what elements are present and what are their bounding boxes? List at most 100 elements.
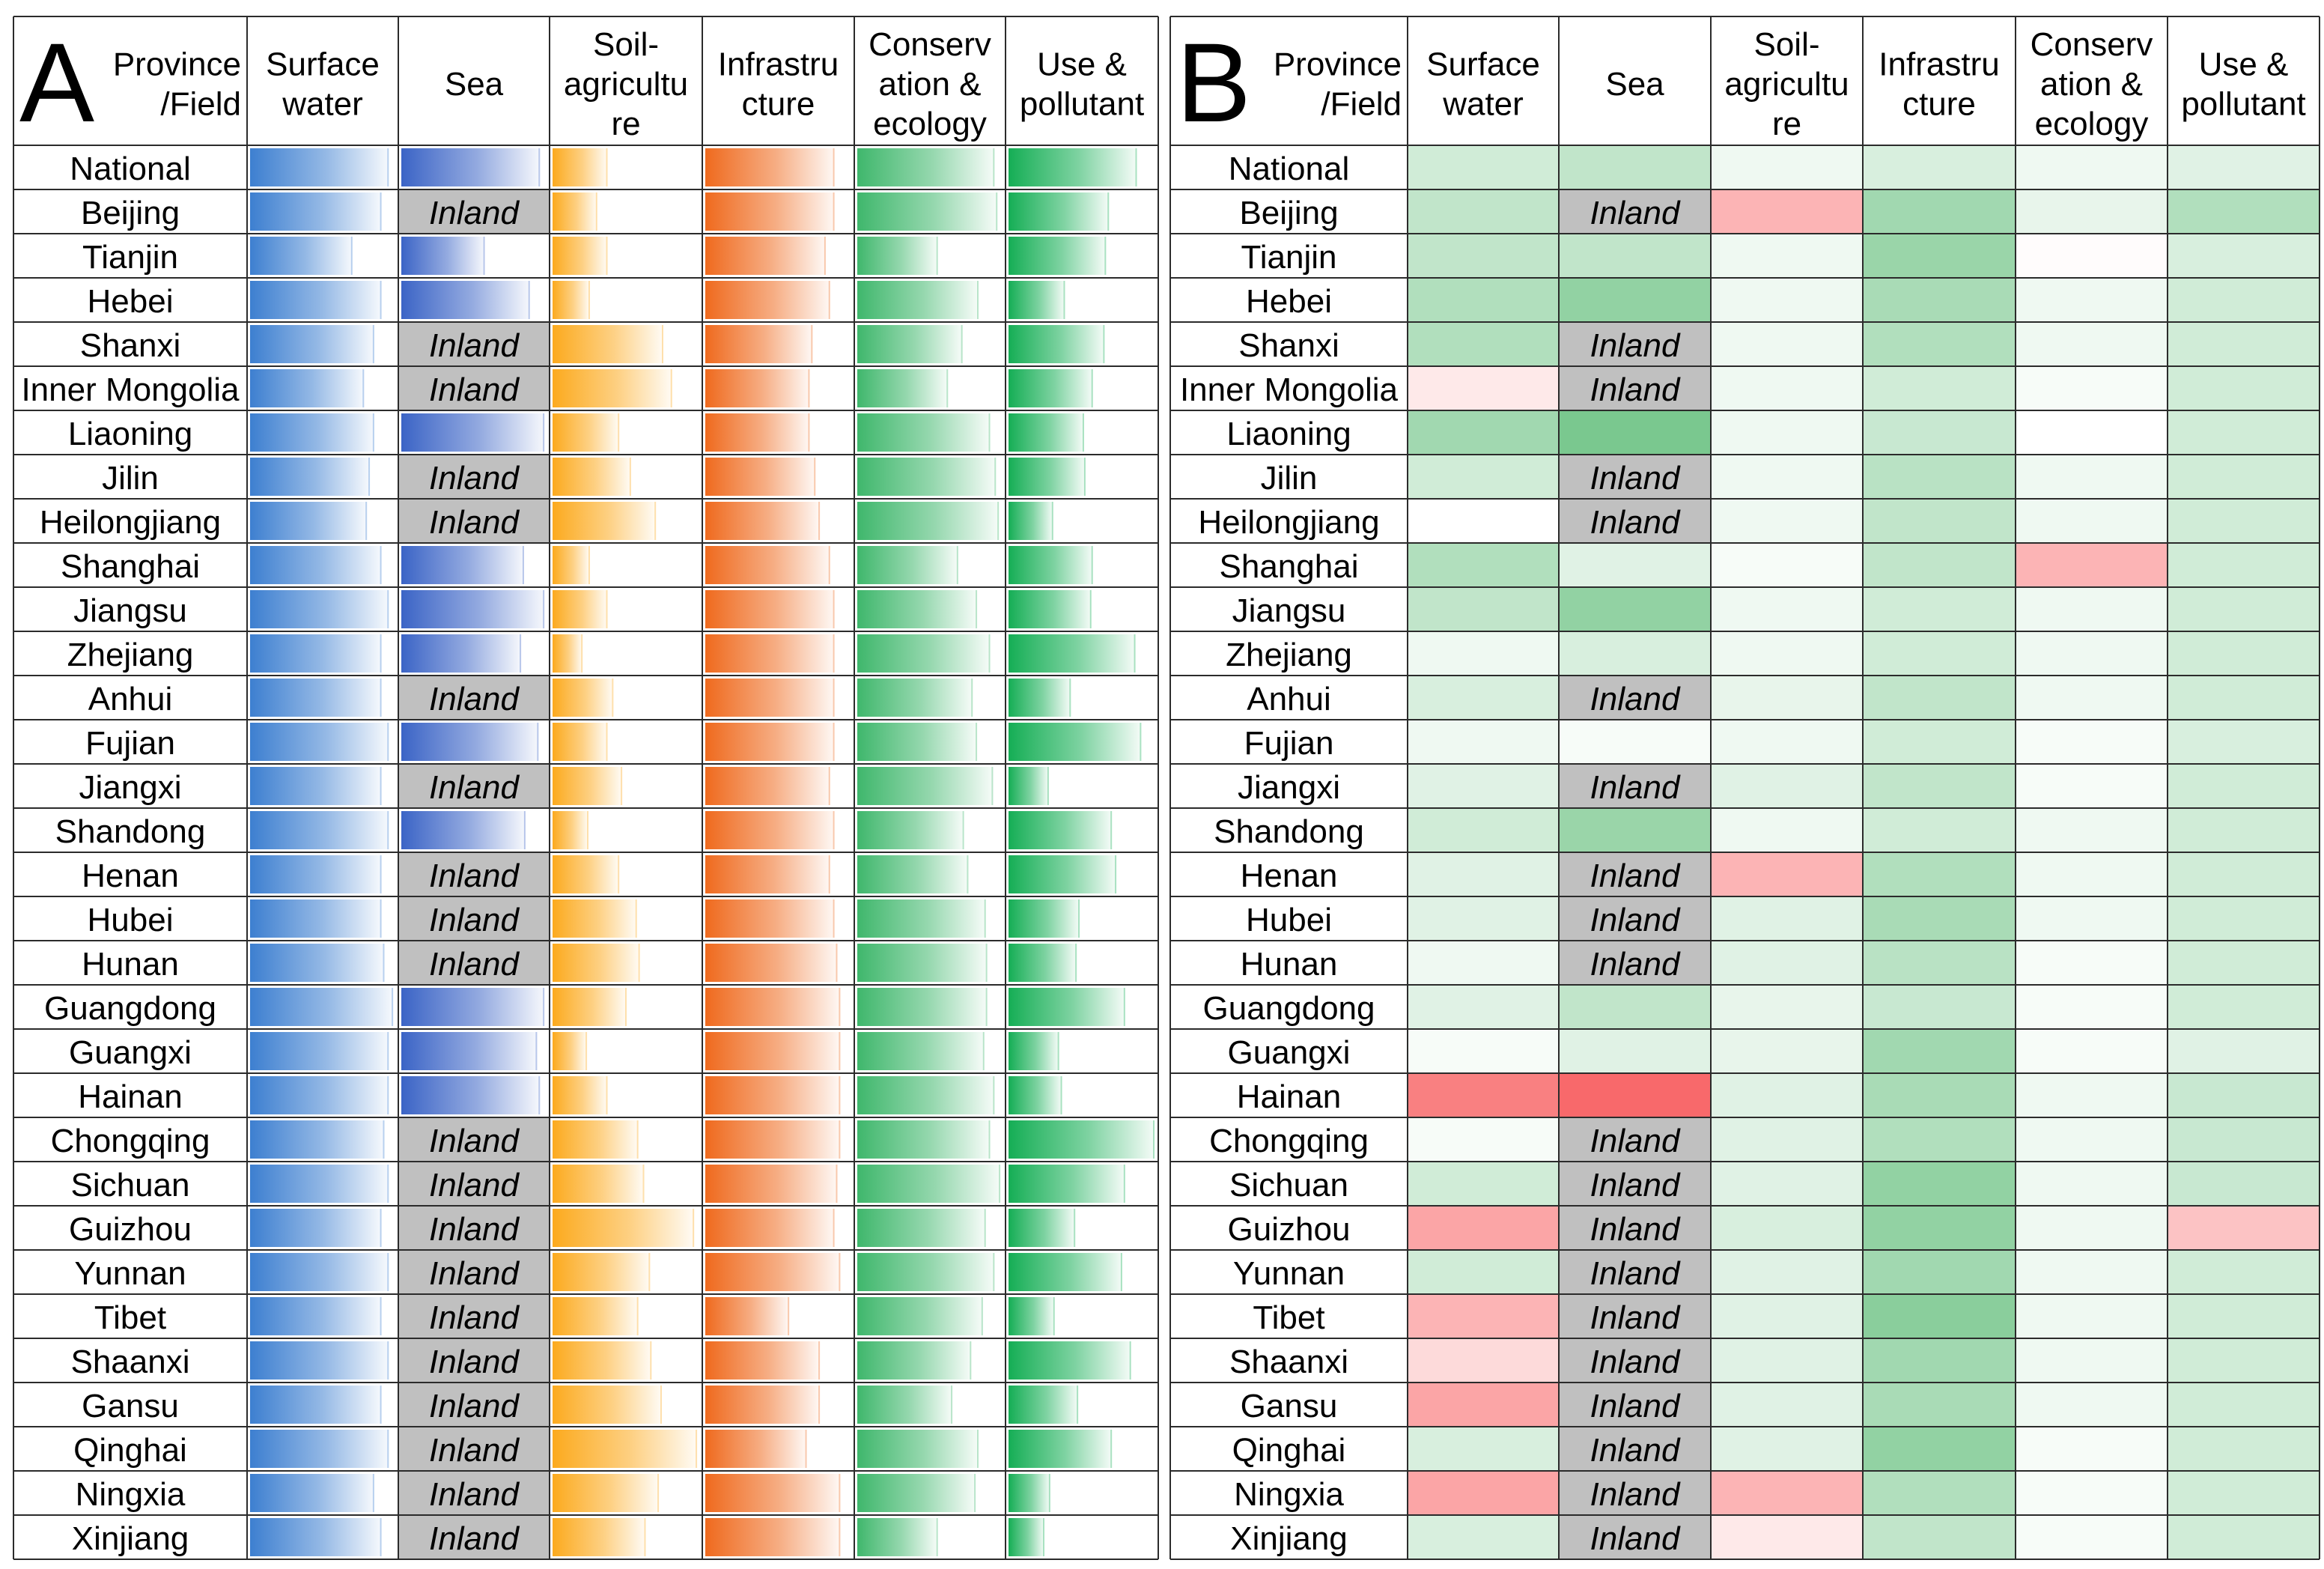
data-bar (857, 1120, 990, 1159)
heat-cell (1711, 1427, 1863, 1471)
inland-label: Inland (429, 1167, 520, 1204)
inland-cell (398, 499, 550, 543)
heat-cell (2168, 1206, 2320, 1250)
data-bar (1009, 944, 1077, 982)
data-bar (250, 899, 381, 938)
inland-label: Inland (429, 1520, 520, 1557)
heat-cell (2016, 499, 2168, 543)
row-label: Tibet (94, 1299, 166, 1336)
data-bar (401, 148, 540, 186)
data-bar (553, 546, 589, 584)
inland-label: Inland (429, 769, 520, 806)
data-bar (705, 855, 830, 893)
data-bar (553, 1032, 587, 1070)
inland-cell (1559, 1117, 1711, 1162)
data-bar (553, 723, 607, 761)
data-bar (553, 458, 630, 496)
data-bar (857, 944, 987, 982)
row-label: Heilongjiang (40, 504, 221, 541)
data-bar (1009, 590, 1091, 628)
heat-cell (1408, 499, 1559, 543)
data-bar (250, 1341, 389, 1380)
corner-header-line: Province (1274, 46, 1402, 82)
heat-cell (1408, 720, 1559, 764)
heat-cell (1711, 896, 1863, 941)
data-bar (401, 590, 544, 628)
inland-cell (398, 1206, 550, 1250)
heat-cell (1863, 852, 2016, 896)
column-header-line: agricultu (564, 66, 688, 103)
row-label: Zhejiang (67, 637, 194, 673)
heat-cell (1408, 543, 1559, 587)
data-bar (553, 1430, 697, 1468)
row-label: Guangdong (1203, 990, 1375, 1027)
heat-cell (1711, 1250, 1863, 1294)
data-bar (1009, 1032, 1059, 1070)
inland-label: Inland (1590, 902, 1681, 938)
row-label: Henan (1241, 858, 1338, 894)
inland-cell (398, 676, 550, 720)
row-label: Hainan (78, 1078, 182, 1115)
heat-cell (1408, 764, 1559, 808)
inland-cell (1559, 676, 1711, 720)
heat-cell (2016, 1029, 2168, 1073)
data-bar (250, 1076, 389, 1114)
row-label: Liaoning (1226, 416, 1351, 452)
inland-label: Inland (1590, 1123, 1681, 1159)
data-bar (250, 148, 389, 186)
column-header: Surface water (1426, 46, 1540, 122)
heat-cell (2168, 1117, 2320, 1162)
inland-cell (1559, 1427, 1711, 1471)
heat-cell (2016, 322, 2168, 366)
row-label: Shanxi (1238, 327, 1339, 364)
inland-cell (1559, 1250, 1711, 1294)
inland-cell (1559, 896, 1711, 941)
data-bar (553, 855, 619, 893)
row-label: Jiangsu (1232, 592, 1346, 629)
heat-cell (2016, 764, 2168, 808)
row-label: Shandong (55, 813, 206, 850)
heat-cell (1711, 985, 1863, 1029)
column-header-line: Surface (266, 46, 380, 82)
data-bar (250, 1430, 389, 1468)
inland-label: Inland (429, 902, 520, 938)
heat-cell (1408, 410, 1559, 455)
inland-cell (398, 322, 550, 366)
heat-cell (1408, 852, 1559, 896)
heat-cell (1711, 322, 1863, 366)
data-bar (1009, 325, 1104, 363)
heat-cell (1559, 145, 1711, 189)
heat-cell (2016, 189, 2168, 234)
data-bar (705, 1430, 806, 1468)
heat-cell (1559, 234, 1711, 278)
heat-cell (2016, 1117, 2168, 1162)
heat-cell (2168, 1338, 2320, 1383)
data-bar (857, 369, 948, 407)
heat-cell (1711, 234, 1863, 278)
inland-label: Inland (1590, 1344, 1681, 1380)
heat-cell (1863, 1515, 2016, 1559)
heat-cell (1863, 985, 2016, 1029)
data-bar (1009, 237, 1106, 275)
corner-header-line: /Field (1321, 85, 1402, 122)
inland-cell (1559, 1471, 1711, 1515)
heat-cell (2016, 896, 2168, 941)
heat-cell (2016, 808, 2168, 852)
row-label: Beijing (1239, 195, 1338, 231)
heat-cell (1711, 720, 1863, 764)
data-bar (705, 413, 809, 452)
data-bar (705, 1386, 820, 1424)
corner-header-line: Province (113, 46, 241, 82)
row-label: Jiangsu (73, 592, 187, 629)
data-bar (705, 988, 840, 1026)
data-bar (857, 899, 985, 938)
data-bar (857, 1518, 937, 1556)
inland-cell (398, 1383, 550, 1427)
row-label: Shanghai (1220, 548, 1359, 585)
heat-cell (1711, 189, 1863, 234)
row-label: Tianjin (82, 239, 178, 276)
data-bar (553, 590, 607, 628)
heat-cell (2016, 1427, 2168, 1471)
heat-cell (1711, 1515, 1863, 1559)
inland-label: Inland (1590, 1520, 1681, 1557)
